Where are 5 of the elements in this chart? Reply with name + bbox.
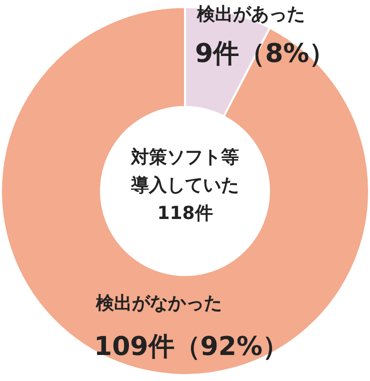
slice-label: 検出があった: [196, 4, 305, 25]
data-label: 109件（92%）: [94, 332, 289, 362]
slice-label: 検出がなかった: [95, 293, 222, 314]
text: 対策ソフト等導入していた118件: [130, 147, 239, 224]
data-label: 9件（8%）: [195, 39, 336, 69]
